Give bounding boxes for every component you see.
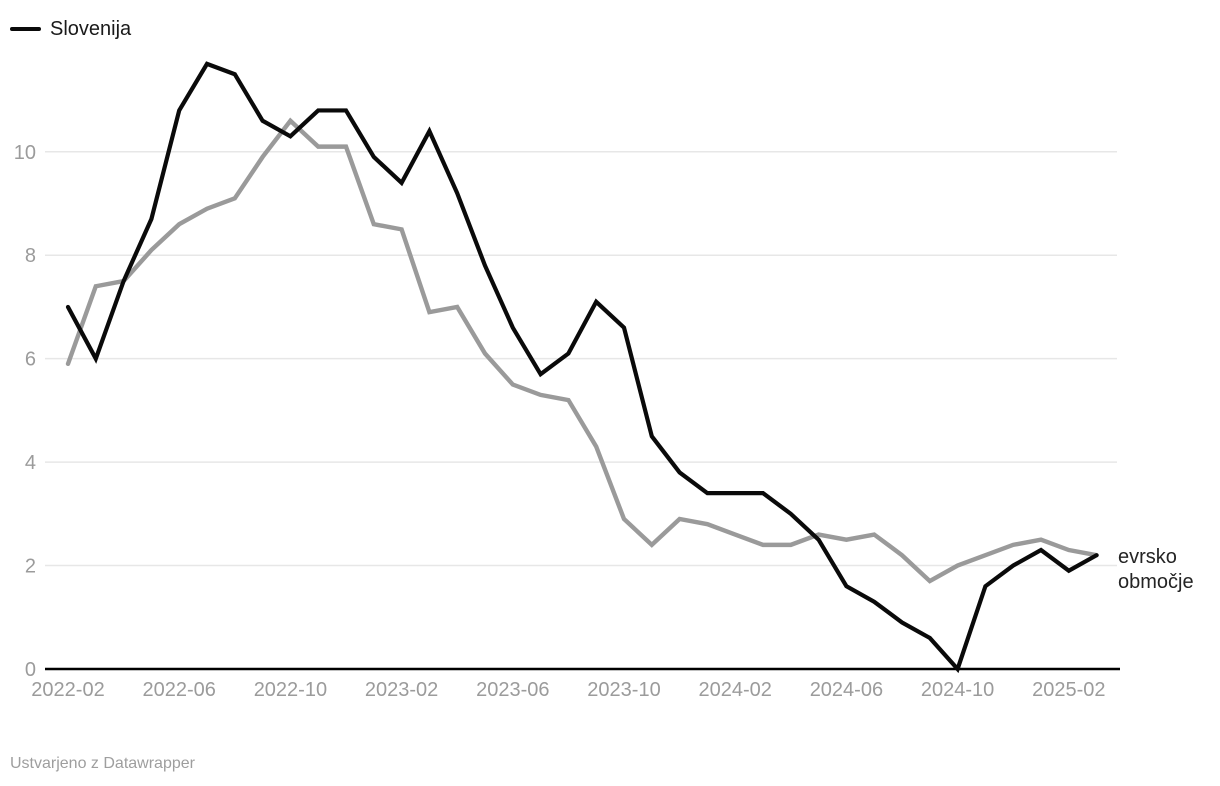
y-axis-tick-label: 4 <box>25 452 36 474</box>
y-axis-tick-label: 8 <box>25 245 36 267</box>
x-axis-tick-label: 2023-06 <box>476 679 549 701</box>
attribution: Ustvarjeno z Datawrapper <box>10 755 195 772</box>
x-axis-tick-label: 2023-02 <box>365 679 438 701</box>
legend-series-label: Slovenija <box>50 18 132 40</box>
legend-line-swatch <box>10 27 41 31</box>
x-axis-tick-label: 2025-02 <box>1032 679 1105 701</box>
series-annotation: evrsko območje <box>1118 545 1194 595</box>
y-axis-tick-label: 10 <box>14 142 36 164</box>
y-axis-tick-label: 2 <box>25 556 36 578</box>
y-axis-tick-label: 0 <box>25 659 36 681</box>
series-line-slovenija <box>65 61 1099 674</box>
x-axis-tick-label: 2024-10 <box>921 679 994 701</box>
x-axis-tick-label: 2022-10 <box>254 679 327 701</box>
series-annotation-line1: evrsko <box>1118 546 1177 568</box>
x-axis-tick-label: 2024-02 <box>698 679 771 701</box>
series-annotation-line2: območje <box>1118 571 1194 593</box>
x-axis-tick-label: 2024-06 <box>810 679 883 701</box>
legend: Slovenija <box>10 17 131 41</box>
series-line-evrsko-obmo-je <box>65 117 1099 584</box>
x-axis-tick-label: 2023-10 <box>587 679 660 701</box>
y-axis-tick-label: 6 <box>25 349 36 371</box>
x-axis-tick-label: 2022-02 <box>31 679 104 701</box>
x-axis-tick-label: 2022-06 <box>142 679 215 701</box>
